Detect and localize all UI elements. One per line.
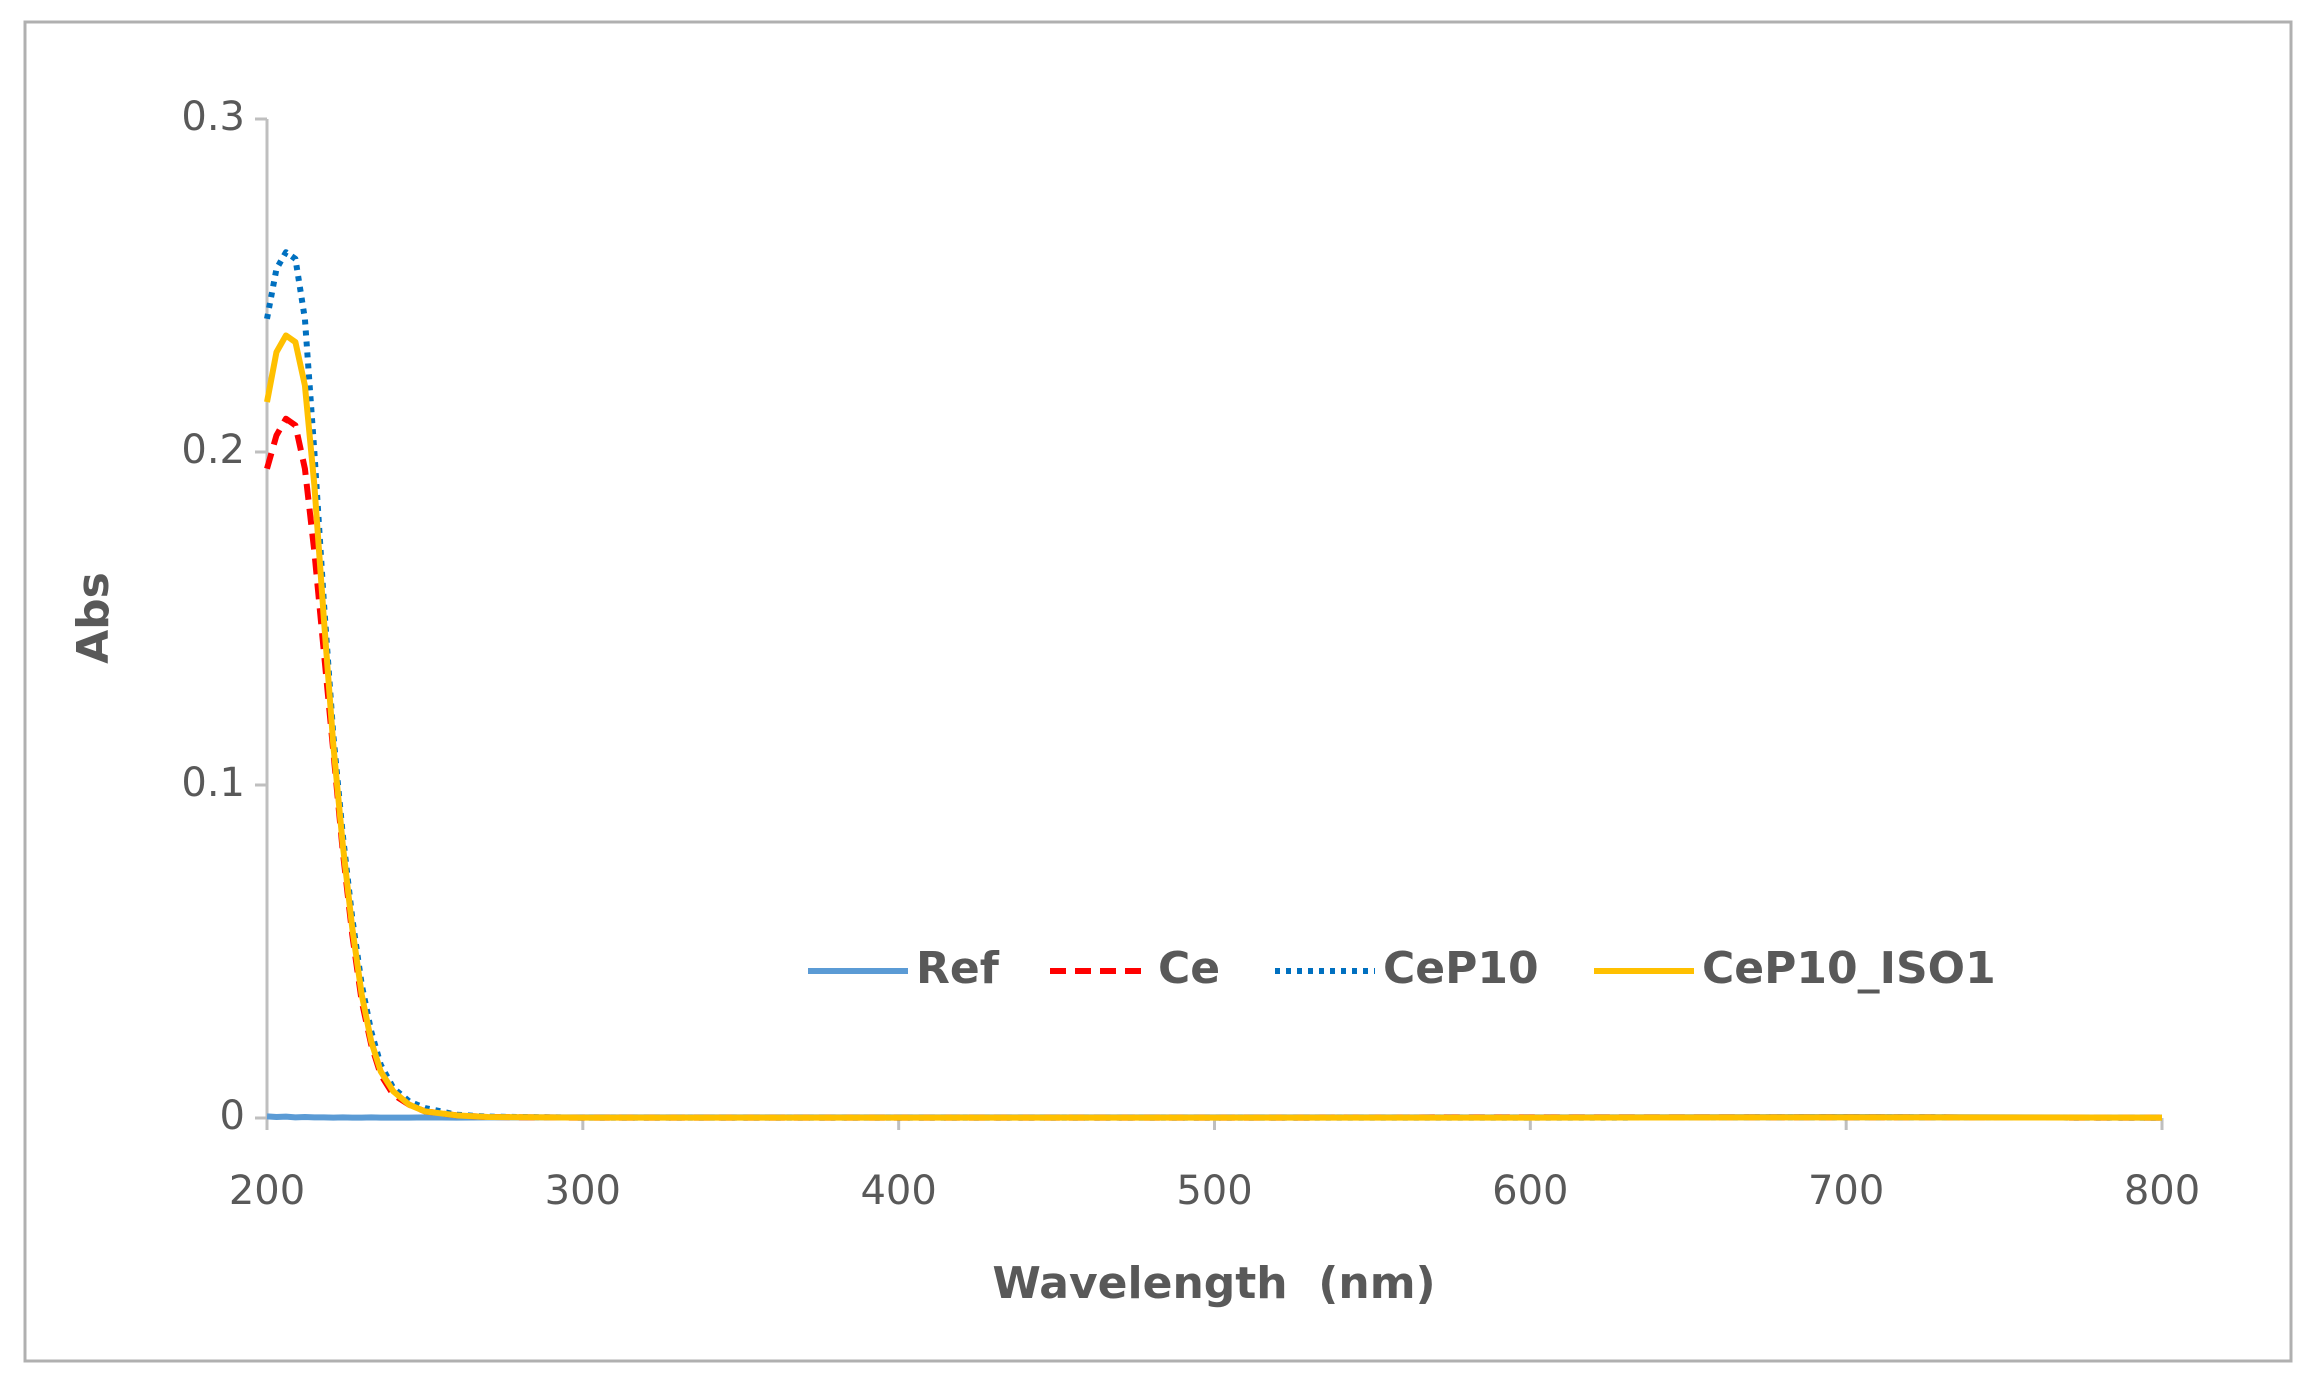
x-tick-label: 800 [2124,1168,2200,1214]
legend-label: CeP10 [1383,943,1539,994]
x-tick-label: 300 [545,1168,621,1214]
x-tick-label: 400 [860,1168,936,1214]
series-line [264,249,2163,1121]
legend-label: CeP10_ISO1 [1702,943,1996,994]
series-line [264,332,2163,1121]
x-tick-label: 600 [1492,1168,1568,1214]
y-axis-title: Abs [68,572,119,664]
x-tick-label: 200 [229,1168,305,1214]
x-axis-title: Wavelength (nm) [992,1258,1435,1309]
legend-label: Ce [1158,943,1220,994]
y-tick-label: 0.1 [181,760,245,806]
chart-border [23,20,2293,1363]
x-tick-label: 700 [1808,1168,1884,1214]
legend-label: Ref [916,943,1000,994]
y-tick-label: 0 [220,1093,245,1139]
y-tick-label: 0.2 [181,427,245,473]
y-tick-label: 0.3 [181,94,245,140]
x-tick-label: 500 [1176,1168,1252,1214]
